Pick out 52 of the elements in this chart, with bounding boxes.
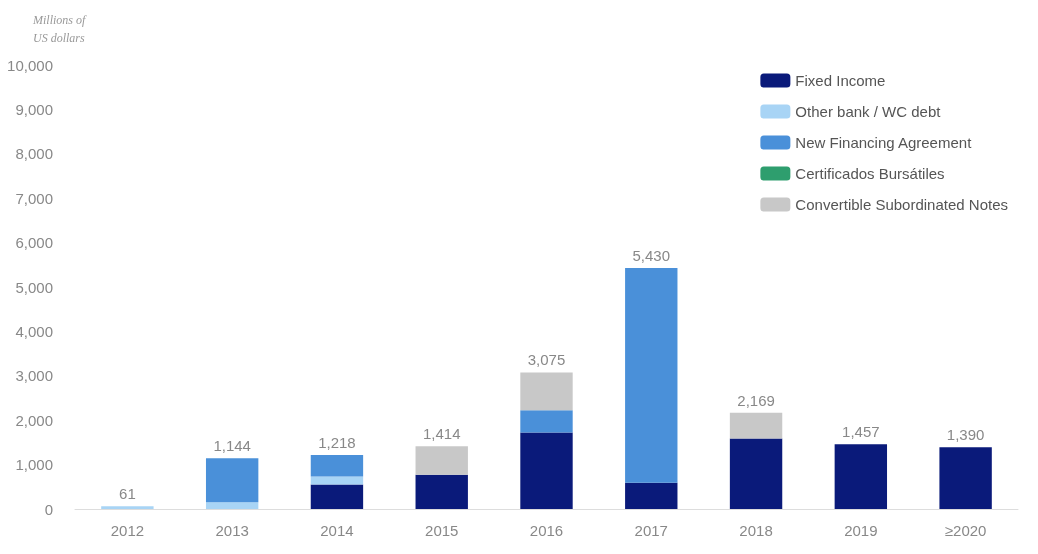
bar bbox=[625, 267, 678, 483]
total-label: 61 bbox=[119, 485, 136, 503]
y-tick-label: 2,000 bbox=[15, 411, 53, 429]
total-label: 1,457 bbox=[842, 423, 880, 441]
bar bbox=[310, 476, 364, 485]
y-tick-label: 1,000 bbox=[15, 456, 53, 474]
legend-label: Other bank / WC debt bbox=[795, 103, 942, 120]
y-tick-label: 4,000 bbox=[15, 322, 53, 340]
total-label: 5,430 bbox=[632, 246, 671, 264]
x-tick-label: 2012 bbox=[110, 522, 145, 539]
total-label: 1,218 bbox=[318, 433, 356, 451]
bar bbox=[729, 412, 783, 439]
bar bbox=[310, 484, 364, 509]
bar bbox=[415, 446, 468, 475]
bar bbox=[520, 372, 573, 411]
bar bbox=[834, 444, 888, 509]
total-label: 1,144 bbox=[213, 437, 251, 455]
total-label: 3,075 bbox=[527, 351, 566, 369]
bar bbox=[625, 482, 678, 509]
bar bbox=[729, 438, 783, 509]
bar bbox=[310, 454, 364, 477]
y-tick-label: 9,000 bbox=[15, 100, 53, 118]
legend-label: New Financing Agreement bbox=[795, 134, 973, 151]
y-tick-label: 5,000 bbox=[15, 278, 53, 296]
total-label: 1,414 bbox=[422, 425, 461, 443]
y-tick-label: 0 bbox=[44, 500, 53, 518]
y-tick-label: 10,000 bbox=[7, 56, 53, 74]
bar bbox=[205, 502, 259, 509]
legend-label: Fixed Income bbox=[795, 72, 886, 89]
bar bbox=[520, 432, 573, 509]
legend-label: Certificados Bursátiles bbox=[795, 165, 945, 182]
y-tick-label: 3,000 bbox=[15, 367, 53, 385]
x-tick-label: 2019 bbox=[844, 522, 878, 539]
bar bbox=[205, 458, 259, 503]
bar bbox=[939, 447, 992, 509]
legend-label: Convertible Subordinated Notes bbox=[795, 196, 1009, 213]
y-axis-title: Millions of US dollars bbox=[32, 13, 87, 45]
bar bbox=[415, 474, 468, 509]
y-tick-label: 8,000 bbox=[15, 145, 53, 163]
x-tick-label: 2016 bbox=[529, 522, 564, 539]
y-tick-label: 7,000 bbox=[15, 189, 53, 207]
x-tick-label: 2013 bbox=[215, 522, 249, 539]
x-tick-label: 2014 bbox=[320, 522, 354, 539]
bar bbox=[520, 410, 573, 433]
total-label: 1,390 bbox=[946, 426, 985, 444]
x-tick-label: ≥2020 bbox=[944, 522, 987, 539]
total-label: 2,169 bbox=[737, 391, 775, 409]
x-tick-label: 2018 bbox=[739, 522, 773, 539]
bar bbox=[101, 506, 154, 509]
x-tick-label: 2017 bbox=[634, 522, 668, 539]
x-tick-label: 2015 bbox=[425, 522, 459, 539]
y-tick-label: 6,000 bbox=[15, 234, 53, 252]
